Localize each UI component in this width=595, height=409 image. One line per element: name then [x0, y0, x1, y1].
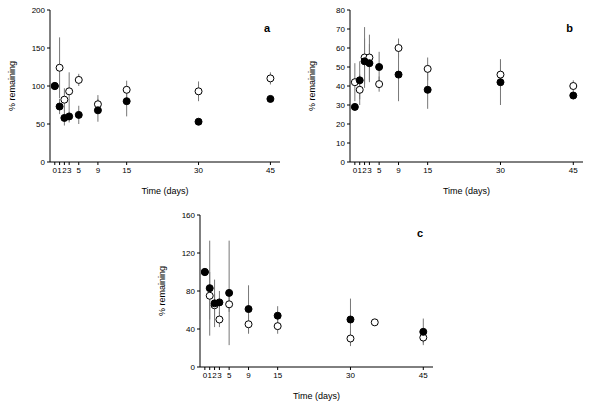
svg-text:9: 9 [396, 166, 401, 175]
svg-text:50: 50 [36, 120, 45, 129]
svg-text:5: 5 [227, 371, 232, 380]
svg-text:50: 50 [336, 63, 345, 72]
svg-text:200: 200 [32, 6, 46, 15]
svg-text:30: 30 [194, 166, 203, 175]
html-text:0 1 2: 0 1 2 [52, 165, 67, 175]
svg-text:% remaining: % remaining [157, 266, 167, 316]
svg-text:Time (days): Time (days) [141, 186, 188, 196]
svg-text:80: 80 [186, 287, 195, 296]
svg-text:40: 40 [186, 325, 195, 334]
svg-text:15: 15 [122, 166, 131, 175]
html-text:c: c [416, 227, 423, 239]
svg-text:45: 45 [569, 166, 578, 175]
svg-text:5: 5 [377, 166, 382, 175]
svg-text:3: 3 [217, 371, 222, 380]
svg-text:20: 20 [336, 120, 345, 129]
svg-text:5: 5 [77, 166, 82, 175]
svg-text:150: 150 [32, 44, 46, 53]
svg-text:% remaining: % remaining [8, 61, 17, 111]
svg-text:40: 40 [336, 82, 345, 91]
svg-text:70: 70 [336, 25, 345, 34]
svg-text:30: 30 [346, 371, 355, 380]
svg-text:9: 9 [246, 371, 251, 380]
svg-text:3: 3 [367, 166, 372, 175]
svg-text:30: 30 [496, 166, 505, 175]
svg-text:100: 100 [32, 82, 46, 91]
svg-text:9: 9 [96, 166, 101, 175]
svg-text:10: 10 [336, 139, 345, 148]
svg-text:80: 80 [336, 6, 345, 15]
html-text:0 1 2: 0 1 2 [202, 370, 217, 380]
svg-text:0: 0 [341, 158, 346, 167]
html-text:b: b [566, 22, 573, 34]
svg-text:3: 3 [67, 166, 72, 175]
html-text:0 1 2: 0 1 2 [352, 165, 367, 175]
svg-text:0: 0 [41, 158, 46, 167]
svg-text:160: 160 [182, 211, 196, 220]
svg-text:15: 15 [423, 166, 432, 175]
svg-text:Time (days): Time (days) [293, 391, 340, 401]
svg-text:0: 0 [191, 363, 196, 372]
svg-text:45: 45 [419, 371, 428, 380]
svg-text:Time (days): Time (days) [443, 186, 490, 196]
svg-text:% remaining: % remaining [307, 61, 317, 111]
svg-text:30: 30 [336, 101, 345, 110]
svg-text:15: 15 [273, 371, 282, 380]
svg-text:120: 120 [182, 249, 196, 258]
svg-text:45: 45 [266, 166, 275, 175]
html-text:a: a [263, 22, 270, 34]
svg-text:60: 60 [336, 44, 345, 53]
